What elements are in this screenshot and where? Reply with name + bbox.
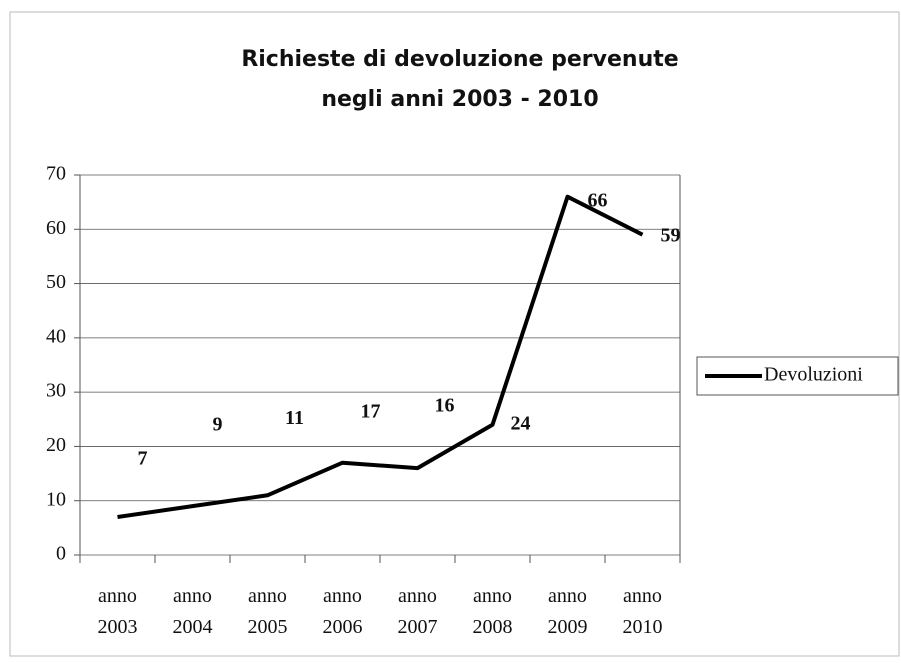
line: [117, 194, 644, 519]
legend-box: [696, 356, 899, 396]
x-tick-label-line: 2003: [98, 616, 138, 638]
x-tick-label-line: anno: [248, 585, 287, 607]
x-tick-label-line: 2005: [248, 616, 288, 638]
y-tick-label: 70: [46, 163, 66, 185]
x-tick-label-line: 2010: [623, 616, 663, 638]
data-label: 9: [213, 414, 223, 436]
x-tick-label-line: anno: [548, 585, 587, 607]
y-tick-label: 40: [46, 325, 66, 347]
x-tick-label: anno 2009: [548, 585, 588, 638]
data-label: 11: [285, 407, 304, 429]
x-tick-label: anno 2005: [248, 585, 288, 638]
data-label: 7: [138, 448, 148, 470]
x-tick-label: anno 2010: [623, 585, 663, 638]
chart-border: [9, 11, 900, 657]
y-tick-label: 30: [46, 380, 66, 402]
x-tick-label: anno 2006: [323, 585, 363, 638]
data-label: 16: [435, 395, 455, 417]
x-tick-label-line: 2009: [548, 616, 588, 638]
x-tick-label: anno 2007: [398, 585, 438, 638]
x-tick-label-line: 2007: [398, 616, 438, 638]
x-tick-label-line: 2006: [323, 616, 363, 638]
x-tick-label: anno 2004: [173, 585, 213, 638]
y-tick-label: 50: [46, 271, 66, 293]
x-tick-label-line: anno: [173, 585, 212, 607]
y-tick-label: 10: [46, 488, 66, 510]
data-label: 17: [361, 400, 381, 422]
x-tick-label-line: 2008: [473, 616, 513, 638]
data-label: 59: [661, 224, 681, 246]
x-tick-label: anno 2008: [473, 585, 513, 638]
x-tick-label-line: anno: [98, 585, 137, 607]
data-label: 66: [588, 189, 608, 211]
x-tick-label-line: anno: [398, 585, 437, 607]
y-tick-label: 0: [56, 543, 66, 565]
data-label: 24: [511, 412, 531, 434]
x-tick-label-line: anno: [623, 585, 662, 607]
x-tick-label-line: anno: [323, 585, 362, 607]
x-tick-label: anno 2003: [98, 585, 138, 638]
y-tick-label: 60: [46, 217, 66, 239]
legend-label: Devoluzioni: [764, 364, 863, 386]
x-tick-label-line: 2004: [173, 616, 213, 638]
y-tick-label: 20: [46, 434, 66, 456]
chart-title: Richieste di devoluzione pervenute: [241, 47, 678, 72]
chart-title: negli anni 2003 - 2010: [321, 87, 598, 112]
x-tick-label-line: anno: [473, 585, 512, 607]
